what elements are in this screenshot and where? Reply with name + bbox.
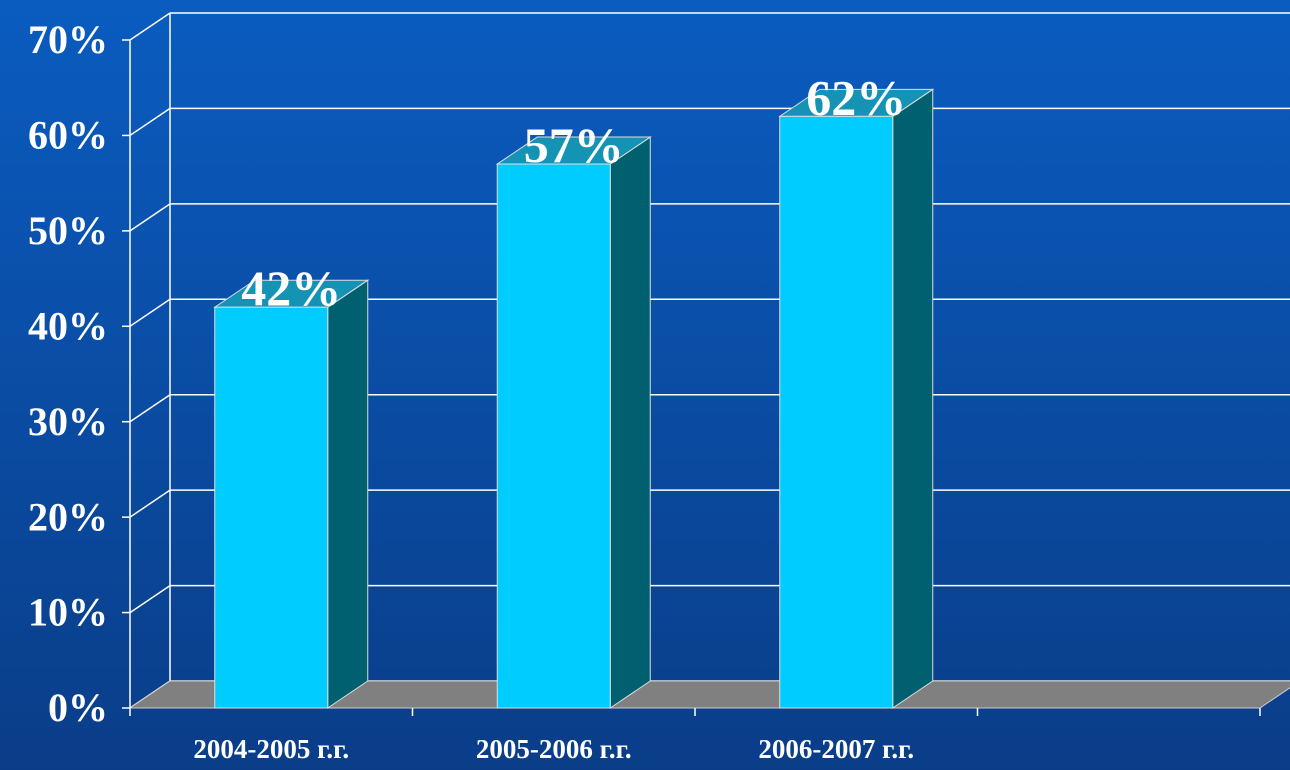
value-label: 62% — [806, 69, 906, 125]
grid-line-side — [129, 584, 171, 614]
y-tick-label: 70% — [28, 17, 108, 62]
bar-side — [327, 279, 369, 709]
y-tick-label: 0% — [48, 685, 108, 730]
x-tick-label: 2006-2007 г.г. — [758, 734, 914, 764]
y-tick-label: 60% — [28, 113, 108, 158]
y-tick-label: 40% — [28, 303, 108, 348]
grid-line-side — [129, 203, 171, 232]
x-tick-label: 2004-2005 г.г. — [193, 734, 349, 764]
grid-line-side — [129, 12, 171, 41]
grid-line-side — [129, 394, 171, 423]
bar-side — [892, 88, 934, 709]
grid-line-side — [129, 298, 171, 327]
y-tick-label: 30% — [28, 399, 108, 444]
bar — [214, 306, 329, 709]
bar — [496, 163, 611, 709]
x-tick-label: 2005-2006 г.г. — [476, 734, 632, 764]
y-tick-label: 10% — [28, 590, 108, 635]
bar — [779, 115, 894, 709]
grid-line-side — [129, 107, 171, 137]
value-label: 42% — [241, 260, 341, 316]
bar-side — [609, 136, 651, 709]
value-label: 57% — [524, 117, 624, 173]
y-tick-label: 20% — [28, 494, 108, 539]
grid-line-side — [129, 489, 171, 518]
y-tick-label: 50% — [28, 208, 108, 253]
